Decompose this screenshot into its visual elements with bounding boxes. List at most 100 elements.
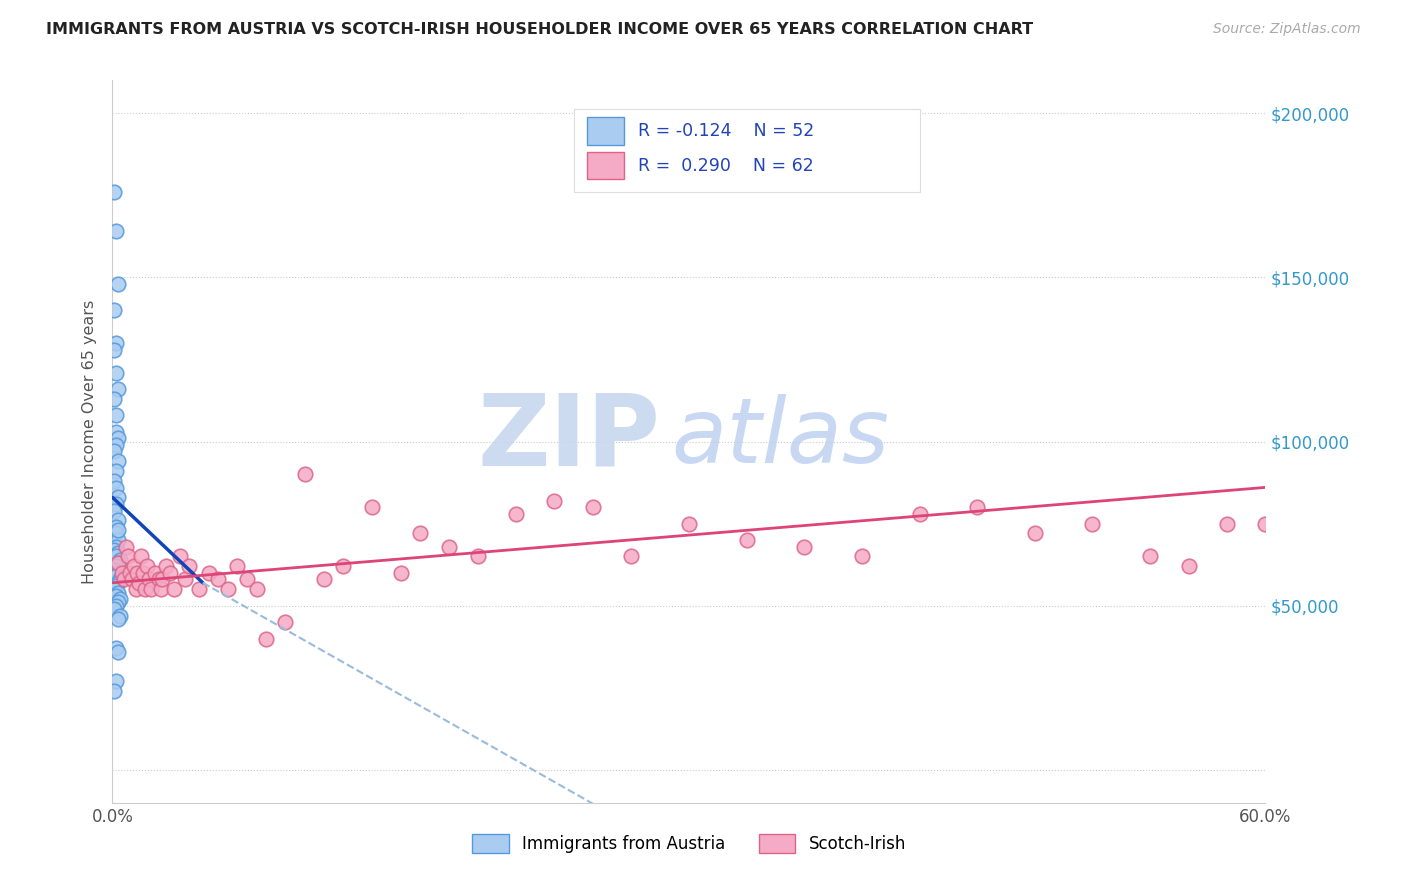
- Point: [179, 559, 201, 574]
- Point: [103, 392, 125, 406]
- Point: [105, 559, 128, 574]
- Y-axis label: Householder Income Over 65 years: Householder Income Over 65 years: [82, 300, 97, 583]
- Point: [117, 549, 139, 564]
- Text: IMMIGRANTS FROM AUSTRIA VS SCOTCH-IRISH HOUSEHOLDER INCOME OVER 65 YEARS CORRELA: IMMIGRANTS FROM AUSTRIA VS SCOTCH-IRISH …: [46, 22, 1033, 37]
- Point: [197, 566, 219, 580]
- Point: [108, 553, 131, 567]
- Point: [105, 549, 128, 564]
- Bar: [588, 152, 624, 179]
- Point: [105, 366, 128, 380]
- Point: [274, 615, 297, 630]
- Point: [437, 540, 460, 554]
- Point: [678, 516, 700, 531]
- Point: [1177, 559, 1199, 574]
- Point: [105, 520, 128, 534]
- Point: [105, 540, 128, 554]
- Point: [107, 454, 129, 468]
- Point: [236, 573, 259, 587]
- Point: [226, 559, 249, 574]
- Point: [174, 573, 197, 587]
- Point: [108, 573, 131, 587]
- Point: [159, 566, 181, 580]
- Point: [105, 526, 128, 541]
- Point: [107, 575, 129, 590]
- Point: [128, 575, 150, 590]
- Point: [107, 533, 129, 547]
- Point: [105, 569, 128, 583]
- Point: [107, 513, 129, 527]
- Point: [620, 549, 643, 564]
- Point: [112, 573, 135, 587]
- Point: [105, 589, 128, 603]
- Point: [103, 503, 125, 517]
- Point: [103, 474, 125, 488]
- Point: [105, 336, 128, 351]
- Point: [105, 579, 128, 593]
- Point: [389, 566, 412, 580]
- Point: [129, 549, 153, 564]
- Point: [107, 566, 129, 580]
- Point: [908, 507, 931, 521]
- Point: [148, 573, 170, 587]
- Point: [105, 641, 128, 656]
- FancyBboxPatch shape: [574, 109, 920, 193]
- Point: [105, 425, 128, 439]
- Point: [217, 582, 239, 597]
- Point: [103, 542, 125, 557]
- Point: [136, 559, 159, 574]
- Point: [103, 444, 125, 458]
- Point: [107, 645, 129, 659]
- Point: [107, 556, 129, 570]
- Point: [582, 500, 605, 515]
- Point: [127, 566, 149, 580]
- Point: [115, 540, 138, 554]
- Point: [105, 409, 128, 423]
- Point: [103, 602, 125, 616]
- Point: [139, 582, 162, 597]
- Point: [107, 277, 129, 291]
- Point: [103, 303, 125, 318]
- Point: [103, 563, 125, 577]
- Point: [966, 500, 988, 515]
- Point: [312, 573, 335, 587]
- Point: [107, 491, 129, 505]
- Point: [143, 566, 166, 580]
- Point: [188, 582, 211, 597]
- Point: [107, 546, 129, 560]
- Text: Source: ZipAtlas.com: Source: ZipAtlas.com: [1213, 22, 1361, 37]
- Point: [138, 573, 160, 587]
- Text: R =  0.290    N = 62: R = 0.290 N = 62: [638, 156, 814, 175]
- Point: [107, 585, 129, 599]
- Point: [1024, 526, 1046, 541]
- Point: [134, 582, 156, 597]
- Point: [361, 500, 384, 515]
- Legend: Immigrants from Austria, Scotch-Irish: Immigrants from Austria, Scotch-Irish: [465, 827, 912, 860]
- Point: [132, 566, 155, 580]
- Point: [793, 540, 815, 554]
- Point: [105, 481, 128, 495]
- Point: [149, 582, 172, 597]
- Point: [152, 573, 174, 587]
- Point: [254, 632, 277, 646]
- Point: [169, 549, 191, 564]
- Point: [103, 343, 125, 357]
- Point: [505, 507, 527, 521]
- Point: [105, 224, 128, 238]
- Point: [107, 523, 129, 537]
- Point: [1292, 450, 1315, 465]
- Point: [1254, 516, 1277, 531]
- Point: [103, 185, 125, 199]
- Point: [105, 497, 128, 511]
- Point: [332, 559, 354, 574]
- Point: [294, 467, 316, 482]
- Point: [124, 582, 146, 597]
- Point: [1139, 549, 1161, 564]
- Point: [118, 566, 141, 580]
- Point: [735, 533, 758, 547]
- Text: R = -0.124    N = 52: R = -0.124 N = 52: [638, 122, 814, 140]
- Point: [207, 573, 229, 587]
- Point: [107, 382, 129, 396]
- Text: ZIP: ZIP: [477, 390, 661, 486]
- Point: [107, 595, 129, 609]
- Point: [163, 582, 186, 597]
